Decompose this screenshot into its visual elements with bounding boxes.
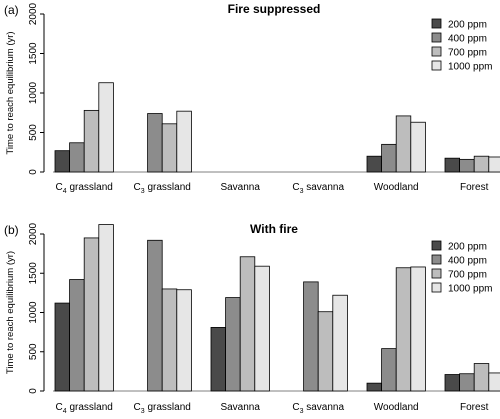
panel-b-legend-swatch — [431, 282, 442, 293]
panel-b-bar — [332, 294, 348, 392]
panel-b-y-tick-label: 2000 — [28, 222, 39, 245]
panel-a-category-label: C4 grassland — [56, 182, 113, 195]
panel-b-category-label: Savanna — [220, 402, 260, 413]
panel-b-bar — [317, 311, 334, 392]
panel-a-bar — [473, 155, 490, 173]
panel-b-y-tick-label: 1500 — [28, 262, 39, 285]
panel-a-bar — [395, 115, 412, 173]
panel-b-bar — [410, 266, 426, 392]
panel-b-bar — [54, 302, 71, 392]
panel-b-legend-swatch — [431, 240, 442, 251]
panel-b-legend-swatch — [431, 254, 442, 265]
panel-a-legend-swatch — [431, 60, 442, 71]
panel-b-category-label: Forest — [460, 402, 489, 413]
panel-a-legend-swatch — [431, 18, 442, 29]
panel-b-bar — [303, 281, 319, 392]
panel-a-category-label: Woodland — [374, 182, 419, 193]
panel-a-y-tick-label: 2000 — [28, 2, 39, 25]
panel-b: (b) With fire Time to reach equilibrium (y… — [4, 222, 500, 415]
panel-b-bar — [69, 279, 85, 392]
panel-b-legend-label: 400 ppm — [448, 256, 487, 267]
panel-a-legend-label: 200 ppm — [448, 20, 487, 31]
panel-a-category-label: Forest — [460, 182, 489, 193]
panel-b-bar — [98, 224, 114, 392]
panel-a-legend: 200 ppm 400 ppm 700 ppm 1000 ppm — [431, 18, 492, 73]
panel-a-bar — [444, 157, 461, 173]
panel-a-y-axis-label: Time to reach equilibrium (yr) — [5, 31, 16, 154]
panel-b-legend-label: 1000 ppm — [448, 284, 492, 295]
panel-a-title: Fire suppressed — [228, 2, 321, 16]
panel-a: (a) Fire suppressed Time to reach equilibr… — [4, 2, 500, 195]
panel-a-y-tick-label: 1000 — [28, 81, 39, 104]
panel-b-legend-label: 200 ppm — [448, 242, 487, 253]
panel-b-y-axis-label: Time to reach equilibrium (yr) — [5, 251, 16, 374]
panel-b-y-tick-label: 1000 — [28, 301, 39, 324]
panel-b-y-tick-label: 500 — [28, 343, 39, 360]
panel-a-bar — [98, 82, 114, 173]
panel-a-legend-label: 700 ppm — [448, 48, 487, 59]
panel-b-legend-label: 700 ppm — [448, 270, 487, 281]
panel-b-category-label: Woodland — [374, 402, 419, 413]
panel-b-bar — [83, 237, 100, 392]
panel-b-bar — [176, 289, 192, 392]
panel-a-bar — [366, 155, 383, 173]
panel-b-legend: 200 ppm 400 ppm 700 ppm 1000 ppm — [431, 240, 492, 295]
panel-a-label: (a) — [4, 3, 19, 17]
panel-a-category-label: Savanna — [220, 182, 260, 193]
panel-a-bar — [381, 143, 397, 173]
panel-a-bar — [176, 110, 192, 173]
panel-a-bar — [459, 158, 475, 173]
panel-a-y-tick-label: 0 — [28, 169, 39, 175]
panel-b-category-label: C3 savanna — [292, 402, 344, 415]
panel-b-bar — [444, 374, 461, 392]
panel-b-legend-swatch — [431, 268, 442, 279]
panel-b-bar — [488, 372, 500, 392]
panel-b-bar — [225, 297, 241, 392]
panel-a-legend-label: 400 ppm — [448, 34, 487, 45]
panel-b-bar — [395, 267, 412, 392]
panel-a-category-label: C3 grassland — [134, 182, 191, 195]
panel-b-bar — [473, 363, 490, 392]
panel-b-bar — [381, 348, 397, 392]
panel-a-bar — [83, 109, 100, 173]
panel-b-category-label: C4 grassland — [56, 402, 113, 415]
panel-b-label: (b) — [4, 223, 19, 237]
panel-a-legend-label: 1000 ppm — [448, 62, 492, 73]
panel-b-title: With fire — [250, 222, 298, 236]
panel-b-bar — [459, 373, 475, 392]
panel-a-legend-swatch — [431, 46, 442, 57]
panel-a-category-label: C3 savanna — [292, 182, 344, 195]
panel-b-bar — [254, 265, 270, 392]
panel-a-bar — [488, 156, 500, 173]
panel-a-y-tick-label: 1500 — [28, 42, 39, 65]
panel-b-bar — [210, 327, 227, 392]
panel-b-bar — [366, 382, 383, 392]
panel-a-bar — [69, 142, 85, 173]
panel-b-bar — [161, 288, 178, 392]
panel-a-bar — [410, 121, 426, 173]
panel-b-bar — [147, 239, 163, 392]
panel-b-category-label: C3 grassland — [134, 402, 191, 415]
panel-a-bar — [161, 123, 178, 173]
panel-b-bar — [239, 256, 256, 392]
panel-a-bar — [147, 113, 163, 173]
panel-a-legend-swatch — [431, 32, 442, 43]
panel-b-y-tick-label: 0 — [28, 388, 39, 394]
panel-a-bar — [54, 150, 71, 173]
panel-a-y-tick-label: 500 — [28, 124, 39, 141]
